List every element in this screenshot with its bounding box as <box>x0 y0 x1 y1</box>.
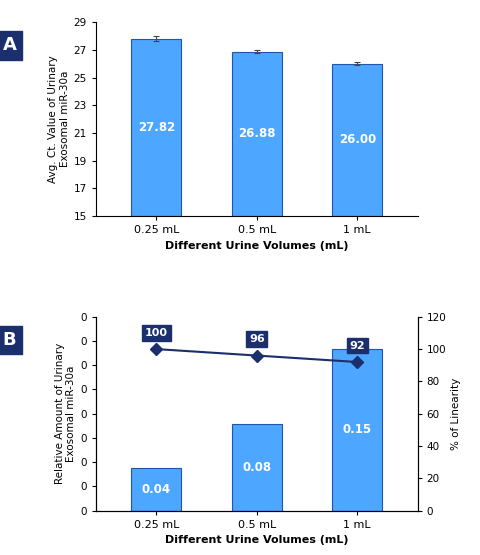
Bar <box>332 349 383 511</box>
Y-axis label: Relative Amount of Urinary
Exosomal miR-30a: Relative Amount of Urinary Exosomal miR-… <box>55 343 76 485</box>
Text: 0.15: 0.15 <box>343 423 372 436</box>
Text: 92: 92 <box>349 341 365 351</box>
Text: 0.04: 0.04 <box>142 482 171 496</box>
Text: 27.82: 27.82 <box>138 121 175 134</box>
Text: A: A <box>3 37 16 54</box>
Text: 26.88: 26.88 <box>238 127 276 140</box>
Bar <box>232 425 282 511</box>
X-axis label: Different Urine Volumes (mL): Different Urine Volumes (mL) <box>165 241 348 251</box>
X-axis label: Different Urine Volumes (mL): Different Urine Volumes (mL) <box>165 535 348 545</box>
Text: B: B <box>3 331 16 349</box>
Text: 96: 96 <box>249 334 264 344</box>
Bar <box>232 52 282 216</box>
Bar <box>131 467 181 511</box>
Y-axis label: Avg. Ct. Value of Urinary
Exosomal miR-30a: Avg. Ct. Value of Urinary Exosomal miR-3… <box>48 56 70 183</box>
Text: 26.00: 26.00 <box>339 133 376 147</box>
Bar <box>332 64 383 216</box>
Text: 0.08: 0.08 <box>242 461 271 474</box>
Y-axis label: % of Linearity: % of Linearity <box>451 377 460 450</box>
Bar <box>131 38 181 216</box>
Text: 100: 100 <box>145 328 168 338</box>
